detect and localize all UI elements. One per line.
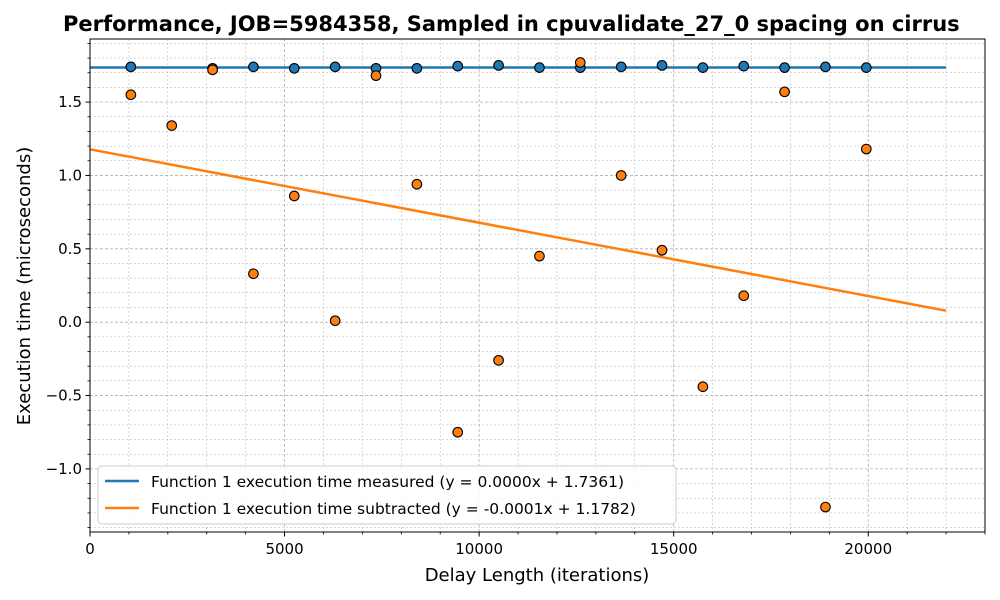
data-point-series-0: [452, 60, 464, 72]
y-tick-label: 0.0: [58, 313, 82, 331]
data-point-series-1: [370, 70, 382, 82]
x-axis-label: Delay Length (iterations): [425, 565, 650, 586]
legend-box: [97, 465, 677, 525]
data-point-series-1: [615, 170, 627, 181]
y-tick-label: −0.5: [46, 387, 82, 405]
x-tick-label: 15000: [650, 540, 698, 558]
data-point-series-1: [779, 86, 790, 98]
data-points: [125, 57, 872, 513]
data-point-series-0: [411, 62, 423, 74]
data-point-series-1: [452, 426, 464, 438]
data-point-series-0: [288, 62, 300, 74]
y-tick-label: 0.5: [58, 240, 82, 258]
data-point-series-1: [166, 120, 178, 131]
data-point-series-1: [860, 143, 872, 155]
data-point-series-1: [574, 57, 586, 68]
data-point-series-1: [697, 381, 709, 393]
legend: Function 1 execution time measured (y = …: [97, 465, 677, 525]
data-point-series-0: [493, 60, 504, 71]
chart-title: Performance, JOB=5984358, Sampled in cpu…: [63, 12, 960, 36]
y-tick-label: 1.5: [58, 93, 82, 111]
x-tick-label: 5000: [265, 540, 303, 558]
data-point-series-1: [329, 315, 341, 327]
y-tick-label: 1.0: [58, 166, 82, 184]
data-point-series-1: [207, 64, 218, 76]
data-point-series-0: [860, 62, 872, 73]
data-point-series-0: [656, 60, 668, 71]
data-point-series-0: [738, 60, 750, 72]
ticks: 0 5000 10000 15000 20000 −1.0 −0.5 0.0 0.5 1.0 1.5: [46, 43, 986, 558]
data-point-series-1: [248, 268, 259, 280]
data-point-series-1: [493, 354, 504, 366]
data-point-series-0: [779, 62, 790, 73]
data-point-series-1: [820, 501, 831, 513]
x-tick-label: 10000: [455, 540, 503, 558]
plot-frame: [89, 38, 986, 533]
x-tick-label: 0: [85, 540, 95, 558]
y-axis-label: Execution time (microseconds): [14, 147, 35, 426]
data-point-series-1: [656, 244, 668, 256]
legend-label-subtracted: Function 1 execution time subtracted (y …: [151, 500, 636, 518]
data-point-series-0: [248, 61, 259, 73]
x-tick-label: 20000: [844, 540, 892, 558]
data-point-series-1: [738, 290, 750, 302]
data-point-series-1: [534, 250, 545, 262]
data-point-series-0: [615, 61, 627, 73]
data-point-series-0: [125, 61, 137, 73]
data-point-series-0: [820, 61, 831, 73]
data-point-series-0: [534, 62, 545, 73]
data-point-series-0: [697, 62, 709, 73]
legend-label-measured: Function 1 execution time measured (y = …: [151, 473, 624, 491]
fit-line-series-1: [89, 148, 947, 312]
data-point-series-0: [329, 61, 341, 73]
data-point-series-1: [125, 89, 137, 101]
y-tick-label: −1.0: [46, 460, 82, 478]
fit-lines: [89, 66, 947, 312]
data-point-series-1: [411, 178, 423, 190]
data-point-series-1: [288, 190, 300, 202]
